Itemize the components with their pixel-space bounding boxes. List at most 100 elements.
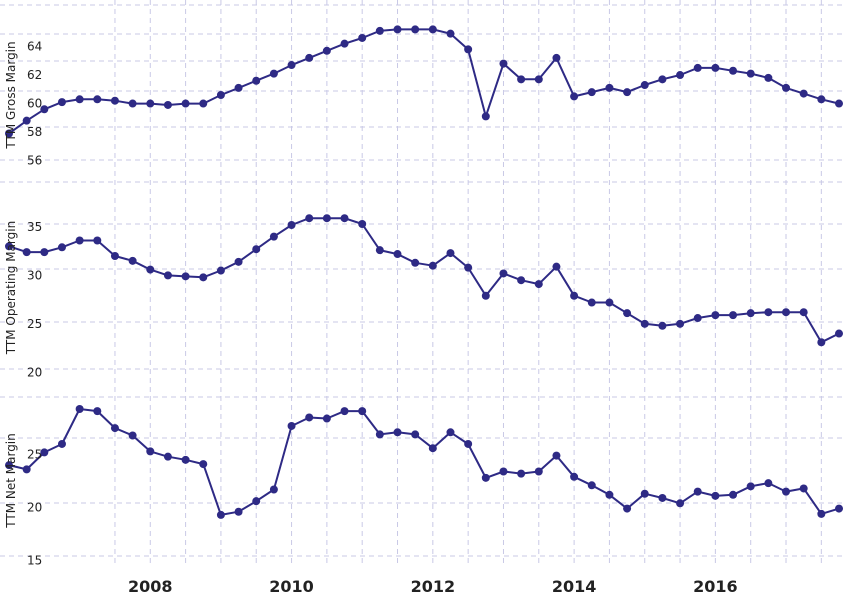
data-point xyxy=(287,61,296,70)
data-point xyxy=(570,92,579,101)
data-point xyxy=(269,232,278,241)
data-point xyxy=(57,439,66,448)
data-point xyxy=(393,25,402,34)
data-point xyxy=(22,248,31,257)
data-point xyxy=(93,95,102,104)
data-point xyxy=(817,95,826,104)
data-point xyxy=(216,266,225,275)
data-point xyxy=(411,25,420,34)
data-point xyxy=(570,291,579,300)
data-point xyxy=(782,308,791,317)
axis-labels: 2008 2010 2012 2014 2016 56 58 60 62 64 TTM Gross … xyxy=(4,40,738,596)
data-point xyxy=(623,88,632,97)
data-point xyxy=(22,116,31,125)
data-point xyxy=(605,298,614,307)
data-point xyxy=(75,236,84,245)
data-point xyxy=(128,431,137,440)
data-point xyxy=(252,497,261,506)
data-point xyxy=(693,314,702,323)
data-point xyxy=(57,243,66,252)
data-point xyxy=(375,26,384,35)
data-point xyxy=(711,491,720,500)
y-tick-label: 64 xyxy=(27,40,42,54)
data-point xyxy=(305,53,314,62)
y-axis-label: TTM Gross Margin xyxy=(4,41,18,149)
data-point xyxy=(570,472,579,481)
data-point xyxy=(746,482,755,491)
data-point xyxy=(764,308,773,317)
data-point xyxy=(658,75,667,84)
data-point xyxy=(693,487,702,496)
data-point xyxy=(623,309,632,318)
data-point xyxy=(782,83,791,92)
y-tick-label: 20 xyxy=(27,365,42,379)
data-point xyxy=(587,481,596,490)
data-point xyxy=(764,73,773,82)
data-point xyxy=(658,321,667,330)
data-point xyxy=(729,66,738,75)
data-point xyxy=(711,63,720,72)
data-point xyxy=(128,256,137,265)
data-point xyxy=(252,245,261,254)
data-point xyxy=(199,99,208,108)
x-tick-label: 2008 xyxy=(128,577,173,596)
y-tick-label: 20 xyxy=(27,501,42,515)
data-point xyxy=(587,88,596,97)
data-point xyxy=(252,76,261,85)
y-tick-label: 56 xyxy=(27,154,42,168)
data-point xyxy=(40,448,49,457)
data-point xyxy=(587,298,596,307)
data-point xyxy=(746,309,755,318)
data-point xyxy=(305,214,314,223)
data-point xyxy=(676,499,685,508)
data-point xyxy=(5,461,13,470)
data-point xyxy=(322,46,331,55)
data-point xyxy=(835,329,843,338)
data-point xyxy=(75,405,84,414)
data-point xyxy=(181,455,190,464)
data-point xyxy=(340,407,349,416)
data-point xyxy=(181,99,190,108)
data-point xyxy=(658,493,667,502)
data-point xyxy=(464,45,473,54)
y-tick-label: 62 xyxy=(27,68,42,82)
data-point xyxy=(5,242,13,251)
data-point xyxy=(110,96,119,105)
grid-lines xyxy=(0,0,844,565)
data-point xyxy=(552,451,561,460)
data-point xyxy=(711,311,720,320)
data-point xyxy=(446,428,455,437)
data-point xyxy=(464,263,473,272)
data-point xyxy=(93,236,102,245)
y-axis-label: TTM Net Margin xyxy=(4,433,18,528)
data-point xyxy=(499,59,508,68)
data-point xyxy=(446,249,455,258)
data-point xyxy=(552,53,561,62)
data-point xyxy=(835,504,843,513)
data-point xyxy=(517,75,526,84)
data-point xyxy=(729,490,738,499)
data-point xyxy=(75,95,84,104)
data-point xyxy=(305,413,314,422)
series-line-0 xyxy=(8,28,840,135)
data-point xyxy=(234,257,243,266)
y-tick-label: 30 xyxy=(27,268,42,282)
data-point xyxy=(411,430,420,439)
data-point xyxy=(93,407,102,416)
data-point xyxy=(464,439,473,448)
data-point xyxy=(799,484,808,493)
data-point xyxy=(269,485,278,494)
data-point xyxy=(146,447,155,456)
y-tick-label: 25 xyxy=(27,317,42,331)
data-point xyxy=(534,467,543,476)
y-tick-label: 60 xyxy=(27,97,42,111)
data-point xyxy=(835,99,843,108)
data-point xyxy=(393,428,402,437)
x-tick-label: 2012 xyxy=(411,577,456,596)
data-point xyxy=(676,319,685,328)
data-point xyxy=(746,69,755,78)
data-point xyxy=(534,75,543,84)
data-point xyxy=(57,98,66,107)
data-point xyxy=(163,271,172,280)
